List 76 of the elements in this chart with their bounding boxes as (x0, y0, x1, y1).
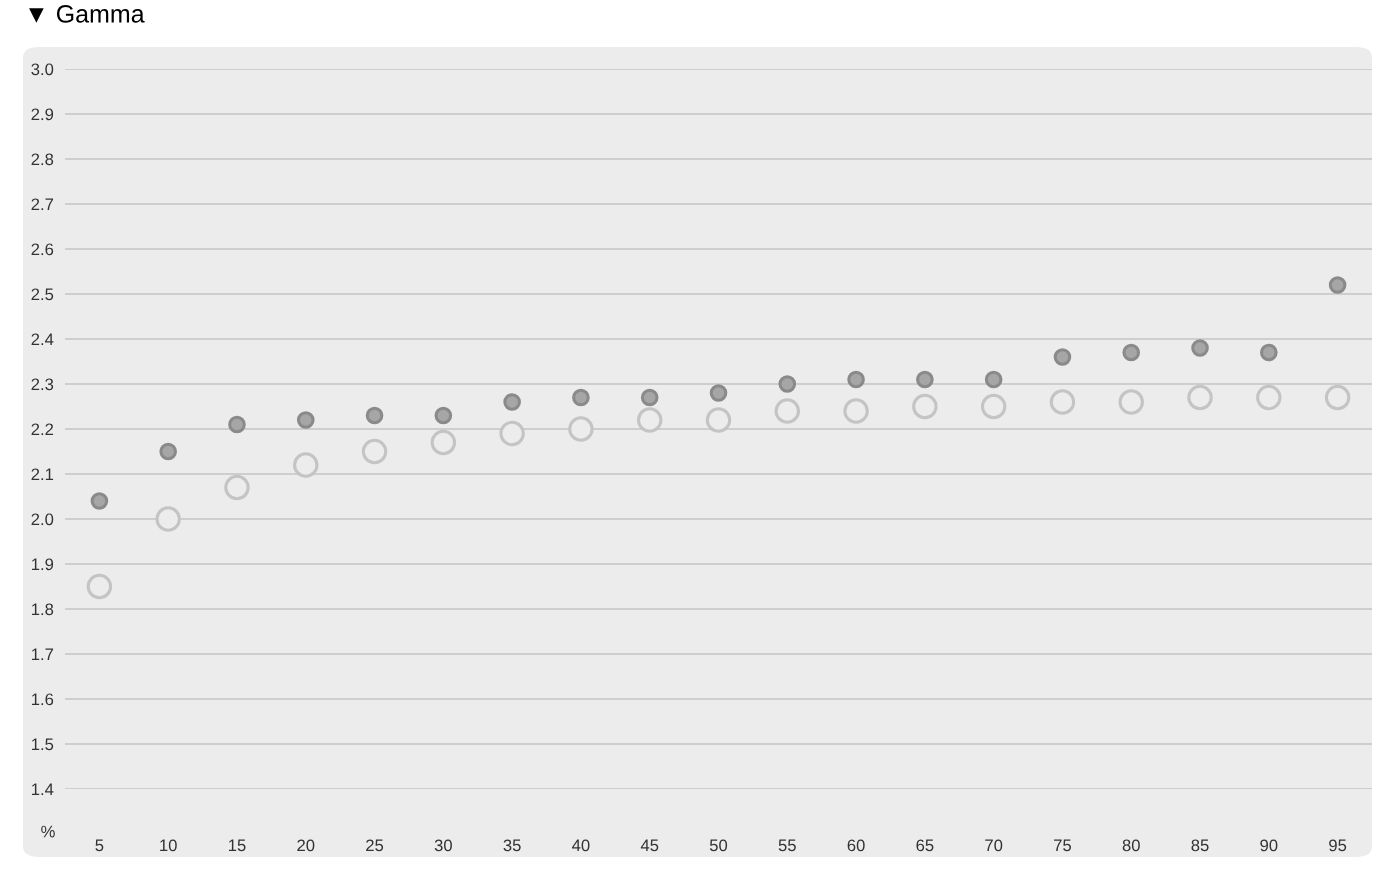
point (640, 388, 659, 407)
point (1256, 384, 1282, 411)
y-tick-label: 2.0 (31, 513, 54, 526)
x-tick-label: 25 (366, 839, 384, 852)
point (86, 573, 113, 600)
point (1260, 343, 1278, 362)
x-tick-label: 85 (1191, 839, 1209, 852)
point (1187, 384, 1213, 411)
x-tick-label: 20 (297, 839, 315, 852)
point (709, 384, 728, 402)
x-tick-label: 75 (1054, 839, 1072, 852)
chart-title: ▼ Gamma (29, 5, 145, 23)
y-tick-label: 2.2 (31, 423, 54, 436)
y-tick-label: 1.6 (31, 693, 54, 706)
point (774, 398, 801, 424)
point (296, 411, 315, 429)
point (1118, 389, 1144, 415)
x-tick-label: 10 (160, 839, 177, 852)
x-tick-label: 40 (572, 839, 590, 852)
x-tick-label: 45 (640, 839, 659, 852)
point (1053, 348, 1072, 366)
y-tick-label: 1.5 (31, 738, 54, 751)
point (1324, 384, 1351, 411)
x-tick-label: 90 (1260, 839, 1278, 852)
y-tick-label: 1.8 (31, 603, 54, 616)
point (361, 438, 388, 465)
point (847, 370, 865, 389)
point (843, 398, 869, 424)
point (430, 429, 457, 456)
y-tick-label: 2.9 (31, 108, 54, 121)
point (1191, 339, 1209, 357)
point (572, 388, 590, 407)
y-tick-label: 2.5 (31, 288, 54, 301)
point (568, 416, 594, 442)
point (503, 393, 521, 411)
point (228, 415, 246, 434)
point (434, 406, 453, 425)
point (984, 370, 1003, 389)
y-tick-label: 2.6 (31, 243, 54, 256)
y-tick-label: 1.4 (31, 783, 54, 796)
point (1122, 343, 1141, 362)
x-tick-label: 50 (709, 839, 728, 852)
x-tick-label: 70 (985, 839, 1003, 852)
point (499, 420, 525, 447)
point (159, 442, 177, 461)
y-tick-label: 2.1 (31, 468, 54, 481)
x-tick-label: 5 (95, 839, 104, 852)
y-tick-label: 2.4 (31, 333, 54, 346)
point (980, 393, 1007, 420)
y-tick-label: 1.7 (31, 648, 54, 661)
point (705, 407, 732, 433)
point (1328, 276, 1347, 294)
x-tick-label: 65 (916, 839, 934, 852)
x-tick-label: 30 (434, 839, 452, 852)
point (365, 406, 384, 425)
point (293, 452, 319, 478)
y-tick-label: 2.7 (31, 198, 54, 211)
x-tick-label: 80 (1122, 839, 1140, 852)
y-tick-label: 1.9 (31, 558, 54, 571)
point (916, 370, 934, 389)
point (636, 407, 663, 433)
x-tick-label: 60 (847, 839, 865, 852)
x-tick-label: 95 (1329, 839, 1347, 852)
x-tick-label: 35 (503, 839, 521, 852)
x-tick-label: 15 (228, 839, 246, 852)
point (778, 375, 797, 393)
x-tick-label: 55 (778, 839, 796, 852)
y-tick-label: 2.8 (31, 153, 54, 166)
point (1049, 389, 1076, 415)
x-axis-title: % (41, 825, 55, 838)
point (912, 393, 938, 420)
point (155, 506, 181, 532)
point (90, 492, 109, 510)
point (224, 474, 250, 501)
y-tick-label: 2.3 (31, 378, 54, 391)
y-tick-label: 3.0 (31, 63, 54, 76)
